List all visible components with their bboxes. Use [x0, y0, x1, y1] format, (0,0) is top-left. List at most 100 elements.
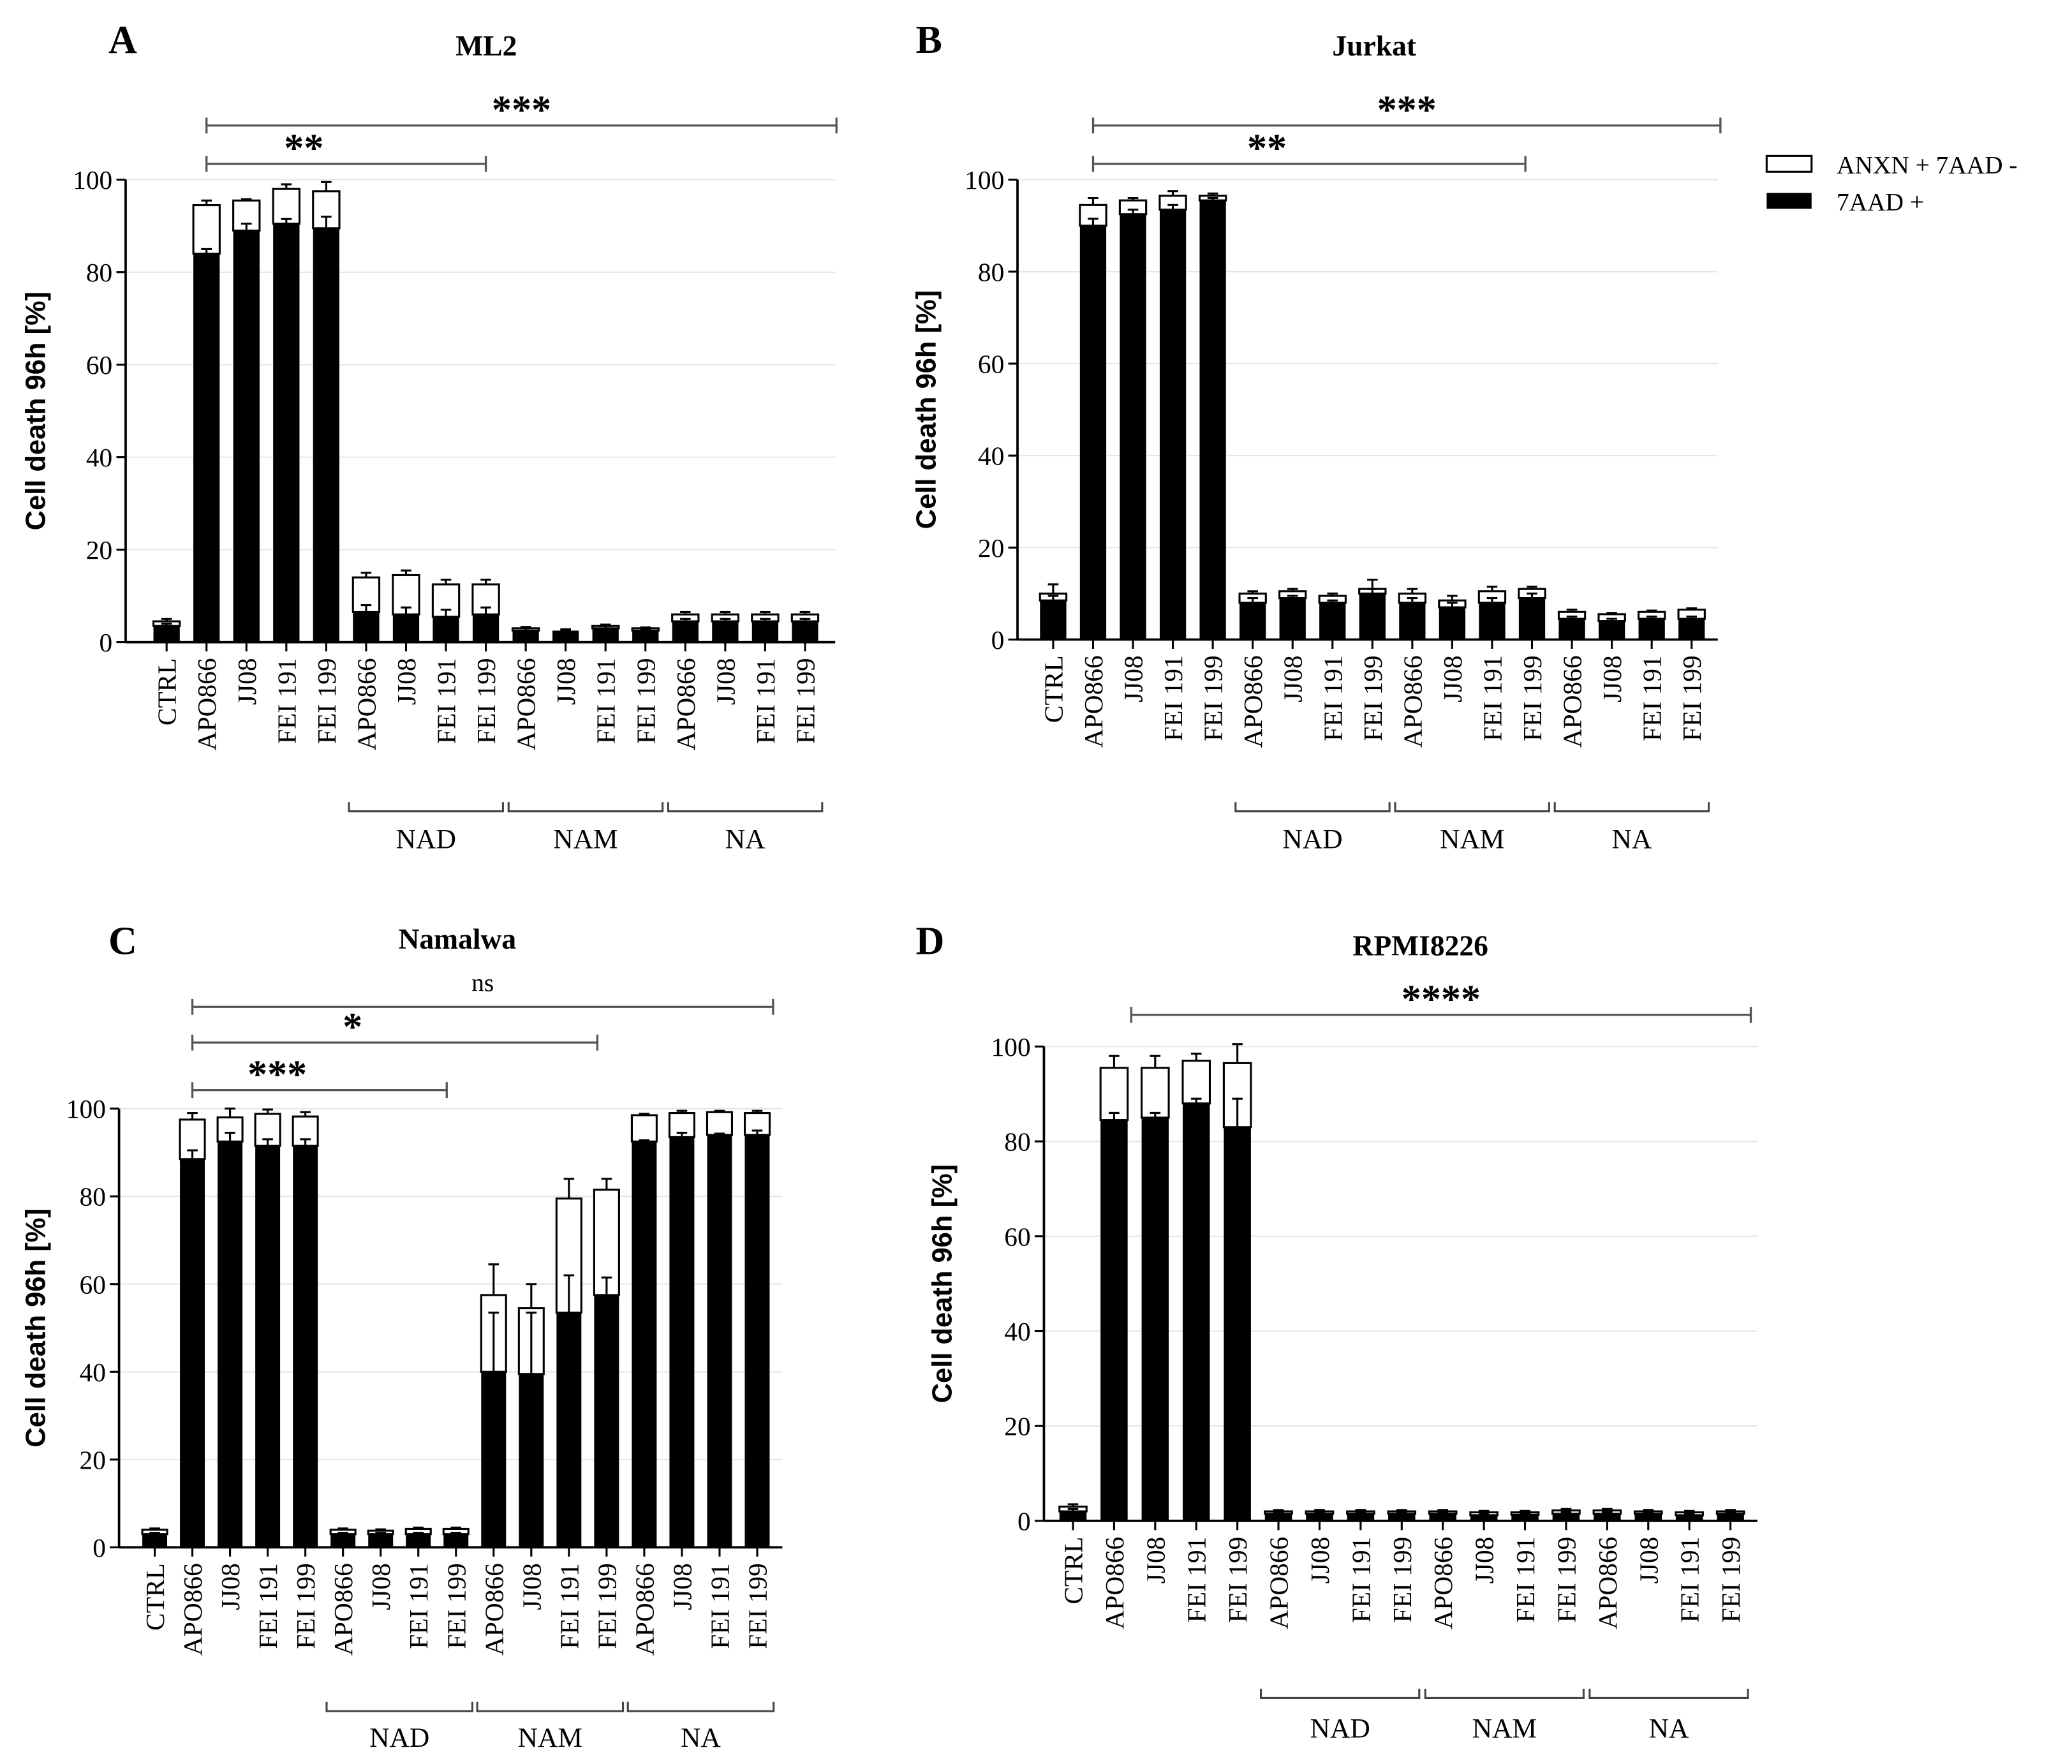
significance-bracket	[1130, 1007, 1752, 1023]
bar-7aad-pos	[1558, 619, 1585, 640]
panel-D: D RPMI8226 Cell death 96h [%] 0 20 40 60 80 100 C…	[916, 919, 1758, 1744]
significance-bracket	[191, 998, 774, 1015]
x-tick-label: APO866	[479, 1563, 508, 1656]
bar-anxn-7aad-neg	[1181, 1060, 1211, 1105]
y-tick-label: 40	[79, 1358, 105, 1387]
bar-7aad-pos	[672, 621, 699, 642]
y-tick-label: 80	[1004, 1127, 1030, 1157]
bar-7aad-pos	[330, 1534, 356, 1548]
bar-7aad-pos	[1518, 598, 1546, 640]
x-tick-label: APO866	[1398, 655, 1427, 748]
x-tick-label: JJ08	[711, 658, 740, 705]
group-label: NA	[725, 824, 766, 855]
x-tick-label: FEI 191	[1511, 1537, 1540, 1623]
significance-bracket	[205, 156, 487, 172]
y-axis-label: Cell death 96h [%]	[927, 1164, 958, 1404]
group-label: NAD	[369, 1723, 429, 1753]
bar-7aad-pos	[1634, 1513, 1662, 1521]
bar-7aad-pos	[712, 621, 739, 642]
bar-7aad-pos	[1511, 1515, 1539, 1521]
group-label: NA	[1649, 1714, 1689, 1744]
x-tick-label: APO866	[1238, 655, 1268, 748]
y-axis-label: Cell death 96h [%]	[21, 1208, 52, 1448]
significance-bracket	[191, 1034, 599, 1051]
group-bracket	[348, 802, 504, 813]
y-tick-label: 80	[79, 1182, 105, 1212]
bar-7aad-pos	[592, 628, 619, 642]
x-tick-label: JJ08	[232, 658, 262, 705]
y-tick-label: 40	[86, 443, 112, 472]
bar-7aad-pos	[481, 1372, 507, 1548]
x-tick-label: FEI 199	[1358, 655, 1388, 741]
bar-7aad-pos	[1388, 1513, 1416, 1521]
bar-7aad-pos	[1429, 1513, 1456, 1521]
chart-title: RPMI8226	[1352, 929, 1488, 961]
bar-7aad-pos	[1470, 1515, 1498, 1521]
bar-7aad-pos	[632, 1141, 657, 1548]
group-label: NA	[681, 1723, 721, 1753]
significance-label: ***	[492, 89, 551, 132]
significance-label: ns	[471, 968, 494, 997]
y-tick-label: 0	[1018, 1506, 1031, 1536]
bar-7aad-pos	[1678, 619, 1705, 640]
bar-7aad-pos	[142, 1534, 168, 1548]
y-tick-label: 20	[79, 1445, 105, 1474]
bar-7aad-pos	[1594, 1513, 1621, 1521]
x-tick-label: JJ08	[551, 658, 581, 705]
y-tick-label: 100	[991, 1032, 1031, 1062]
y-tick-label: 40	[1004, 1317, 1030, 1346]
x-tick-label: JJ08	[1438, 655, 1467, 702]
bar-7aad-pos	[293, 1146, 318, 1548]
bar-7aad-pos	[443, 1534, 469, 1548]
x-tick-label: CTRL	[140, 1563, 170, 1631]
x-tick-label: FEI 191	[1158, 655, 1188, 741]
panel-letter: C	[108, 919, 137, 963]
group-label: NAD	[1282, 824, 1342, 855]
x-tick-label: CTRL	[1039, 655, 1068, 723]
group-label: NAM	[553, 824, 618, 855]
bar-7aad-pos	[1306, 1513, 1333, 1521]
group-bracket	[507, 802, 664, 813]
x-tick-label: FEI 199	[441, 1563, 471, 1649]
bar-7aad-pos	[1439, 607, 1466, 640]
x-tick-label: JJ08	[366, 1563, 396, 1610]
x-tick-label: FEI 191	[1346, 1537, 1375, 1623]
x-tick-label: JJ08	[667, 1563, 697, 1610]
group-bracket	[476, 1701, 625, 1712]
bar-7aad-pos	[707, 1134, 732, 1548]
y-tick-label: 20	[978, 533, 1004, 563]
significance-label: ***	[1377, 89, 1437, 132]
bar-7aad-pos	[1079, 225, 1107, 640]
x-tick-label: FEI 199	[1223, 1537, 1252, 1623]
x-tick-label: JJ08	[1597, 655, 1627, 702]
x-tick-label: CTRL	[152, 658, 182, 725]
bar-7aad-pos	[1479, 602, 1506, 640]
x-tick-label: JJ08	[1119, 655, 1148, 702]
x-tick-label: JJ08	[216, 1563, 245, 1610]
bar-7aad-pos	[1319, 602, 1346, 640]
bar-7aad-pos	[632, 630, 659, 642]
bar-7aad-pos	[1638, 619, 1665, 640]
x-tick-label: FEI 199	[1199, 655, 1228, 741]
bar-anxn-7aad-neg	[192, 204, 221, 255]
group-bracket	[1234, 802, 1391, 813]
bar-7aad-pos	[1224, 1127, 1251, 1521]
x-tick-label: FEI 191	[432, 658, 461, 744]
y-tick-label: 20	[1004, 1412, 1030, 1441]
bar-7aad-pos	[255, 1146, 281, 1548]
bar-7aad-pos	[744, 1134, 770, 1548]
y-tick-label: 20	[86, 535, 112, 565]
significance-label: ***	[248, 1053, 307, 1097]
x-tick-label: FEI 191	[1675, 1537, 1705, 1623]
x-tick-label: FEI 191	[272, 658, 301, 744]
y-tick-label: 0	[93, 1533, 106, 1562]
panel-letter: B	[916, 19, 942, 62]
chart-title: ML2	[455, 29, 517, 62]
bar-7aad-pos	[1159, 209, 1187, 640]
x-tick-label: FEI 199	[1716, 1537, 1745, 1623]
significance-bracket	[1092, 117, 1722, 134]
x-tick-label: APO866	[352, 658, 381, 750]
x-tick-label: JJ08	[1470, 1537, 1499, 1584]
x-tick-label: FEI 191	[1638, 655, 1667, 741]
bar-7aad-pos	[552, 630, 579, 642]
